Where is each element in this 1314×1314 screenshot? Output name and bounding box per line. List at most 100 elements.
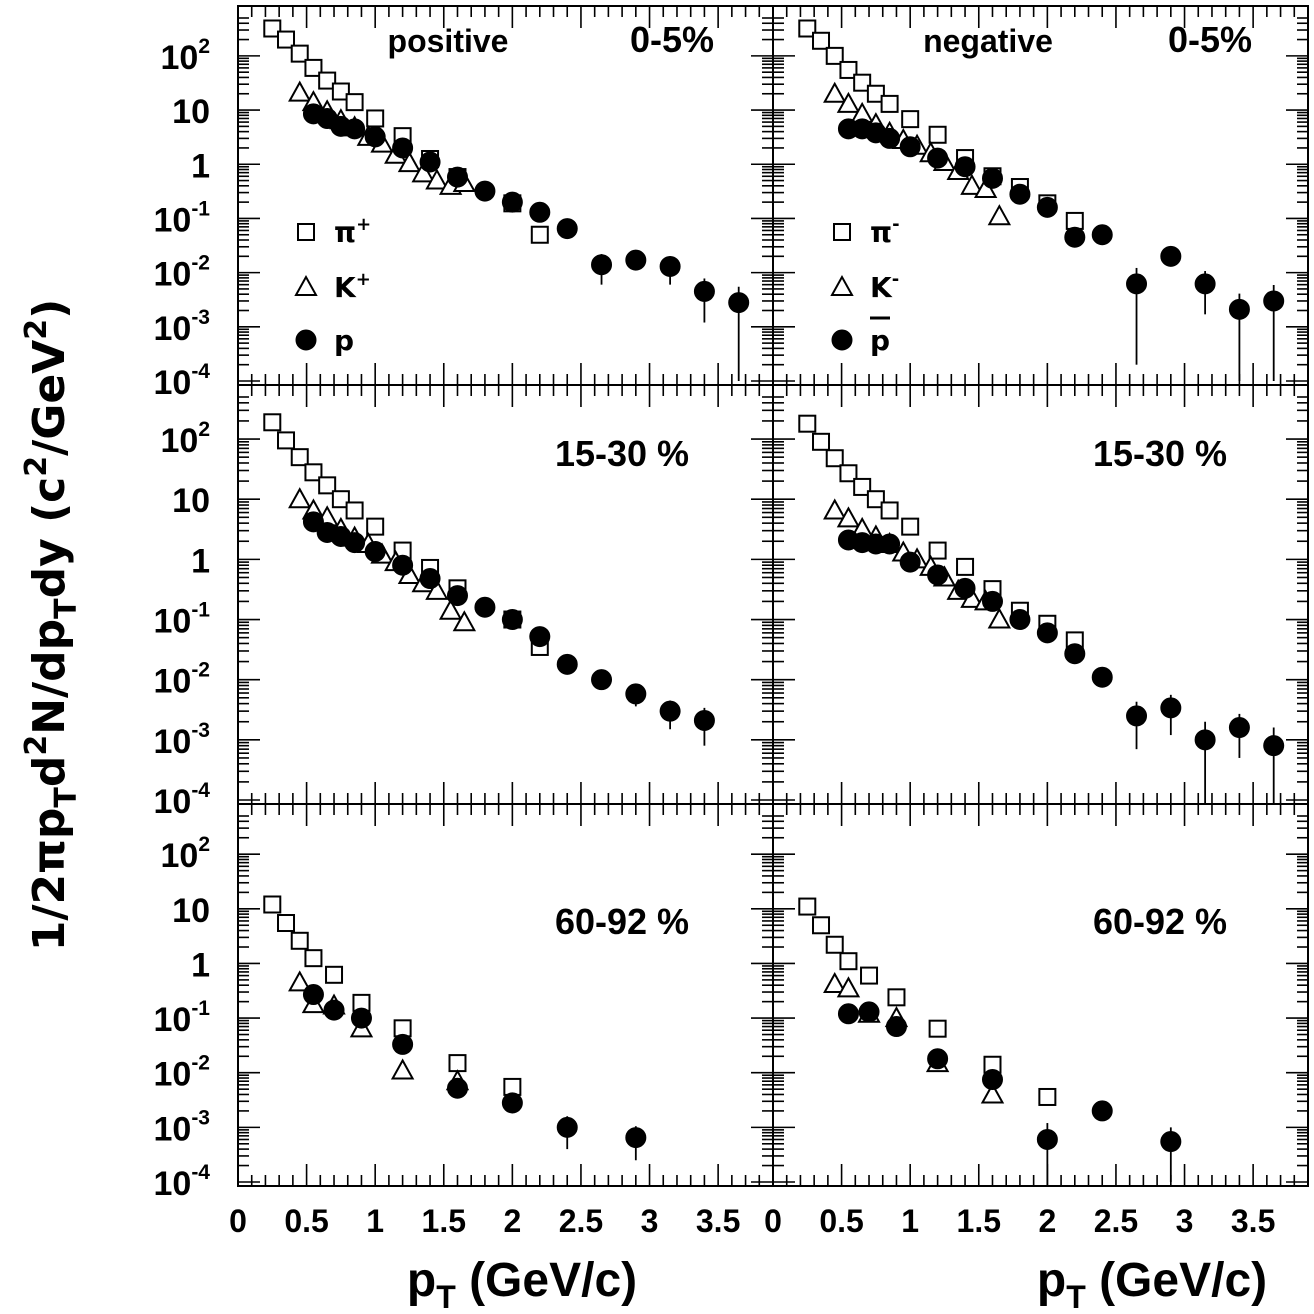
y-tick-label: 10-1 [153,997,210,1039]
square-marker [812,432,831,451]
square-marker [366,109,385,128]
circle-marker [927,1048,949,1070]
circle-marker [1228,717,1250,739]
square-marker [304,463,323,482]
square-marker [839,464,858,483]
square-marker [798,414,817,433]
charge-label-negative: negative [923,23,1053,59]
circle-marker [474,596,496,618]
legend-label: π- [870,214,900,249]
circle-marker [954,577,976,599]
circle-marker [858,1001,880,1023]
circle-marker [885,1016,907,1038]
circle-marker [1009,183,1031,205]
square-marker [812,31,831,50]
square-marker [277,431,296,450]
y-tick-label: 1 [191,946,210,984]
square-marker [448,1054,467,1073]
circle-marker [1064,643,1086,665]
circle-marker [501,191,523,213]
circle-marker [474,180,496,202]
circle-marker [419,151,441,173]
circle-marker [899,136,921,158]
triangle-marker [452,610,477,632]
circle-marker [1263,290,1285,312]
circle-marker [323,999,345,1021]
triangle-marker [438,598,463,620]
x-tick-label: 3.5 [1231,1203,1275,1239]
square-marker [798,897,817,916]
circle-marker [1194,729,1216,751]
y-tick-label: 10-2 [153,659,210,701]
square-marker [825,46,844,65]
panel-frame [772,384,1309,805]
circle-marker [981,167,1003,189]
square-marker [901,517,920,536]
triangle-marker [823,498,847,520]
centrality-label: 0-5% [1168,19,1252,60]
centrality-label: 60-92 % [555,901,689,942]
y-tick-label: 10-1 [153,599,210,641]
x-tick-label: 1 [366,1203,384,1239]
square-marker [812,916,831,935]
square-marker [956,557,975,576]
x-tick-label: 3 [641,1203,659,1239]
y-tick-label: 10-4 [153,1161,210,1203]
square-marker [887,988,906,1007]
square-marker [833,223,851,241]
triangle-marker [288,80,312,102]
circle-marker [1126,273,1148,295]
panel-data [263,413,715,746]
y-tick-label: 102 [160,418,210,460]
x-tick-label: 1.5 [422,1203,466,1239]
square-marker [853,477,872,496]
circle-marker [501,1092,523,1114]
x-axis-title: pT (GeV/c) [1037,1254,1267,1314]
circle-marker [1036,622,1058,644]
square-marker [825,935,844,954]
circle-marker [302,984,324,1006]
circle-marker [446,166,468,188]
square-marker [928,1019,947,1038]
circle-marker [1263,735,1285,757]
square-marker [928,125,947,144]
square-marker [860,966,879,985]
x-tick-label: 3 [1176,1203,1194,1239]
x-tick-label: 0.5 [819,1203,863,1239]
legend-label: K+ [334,269,371,304]
circle-marker [954,156,976,178]
y-tick-label: 10-4 [153,779,210,821]
circle-marker [1160,245,1182,267]
circle-marker [728,292,750,314]
circle-marker [364,126,386,148]
x-tick-label: 3.5 [696,1203,740,1239]
square-marker [866,84,885,103]
circle-marker [591,669,613,691]
labels-layer: 10210110-110-210-310-410210110-110-210-3… [19,19,1275,1314]
square-marker [1038,1087,1057,1106]
circle-marker [591,254,613,276]
centrality-label: 15-30 % [1093,433,1227,474]
y-tick-label: 10-3 [153,306,210,348]
x-tick-label: 2 [1038,1203,1056,1239]
square-marker [263,413,282,432]
circle-marker [392,137,414,159]
data-layer [263,19,1285,1186]
square-marker [304,949,323,968]
circle-marker [446,585,468,607]
triangle-marker [288,487,312,509]
square-marker [318,476,337,495]
circle-marker [625,1127,647,1149]
circle-marker [529,201,551,223]
square-marker [277,914,296,933]
panel-data [263,895,647,1161]
circle-marker [419,568,441,590]
circle-marker [837,1003,859,1025]
square-marker [263,19,282,38]
circle-marker [556,218,578,240]
triangle-marker [836,91,861,113]
panel-data [798,414,1285,804]
centrality-label: 60-92 % [1093,901,1227,942]
triangle-marker [836,976,861,998]
circle-marker [1091,666,1113,688]
